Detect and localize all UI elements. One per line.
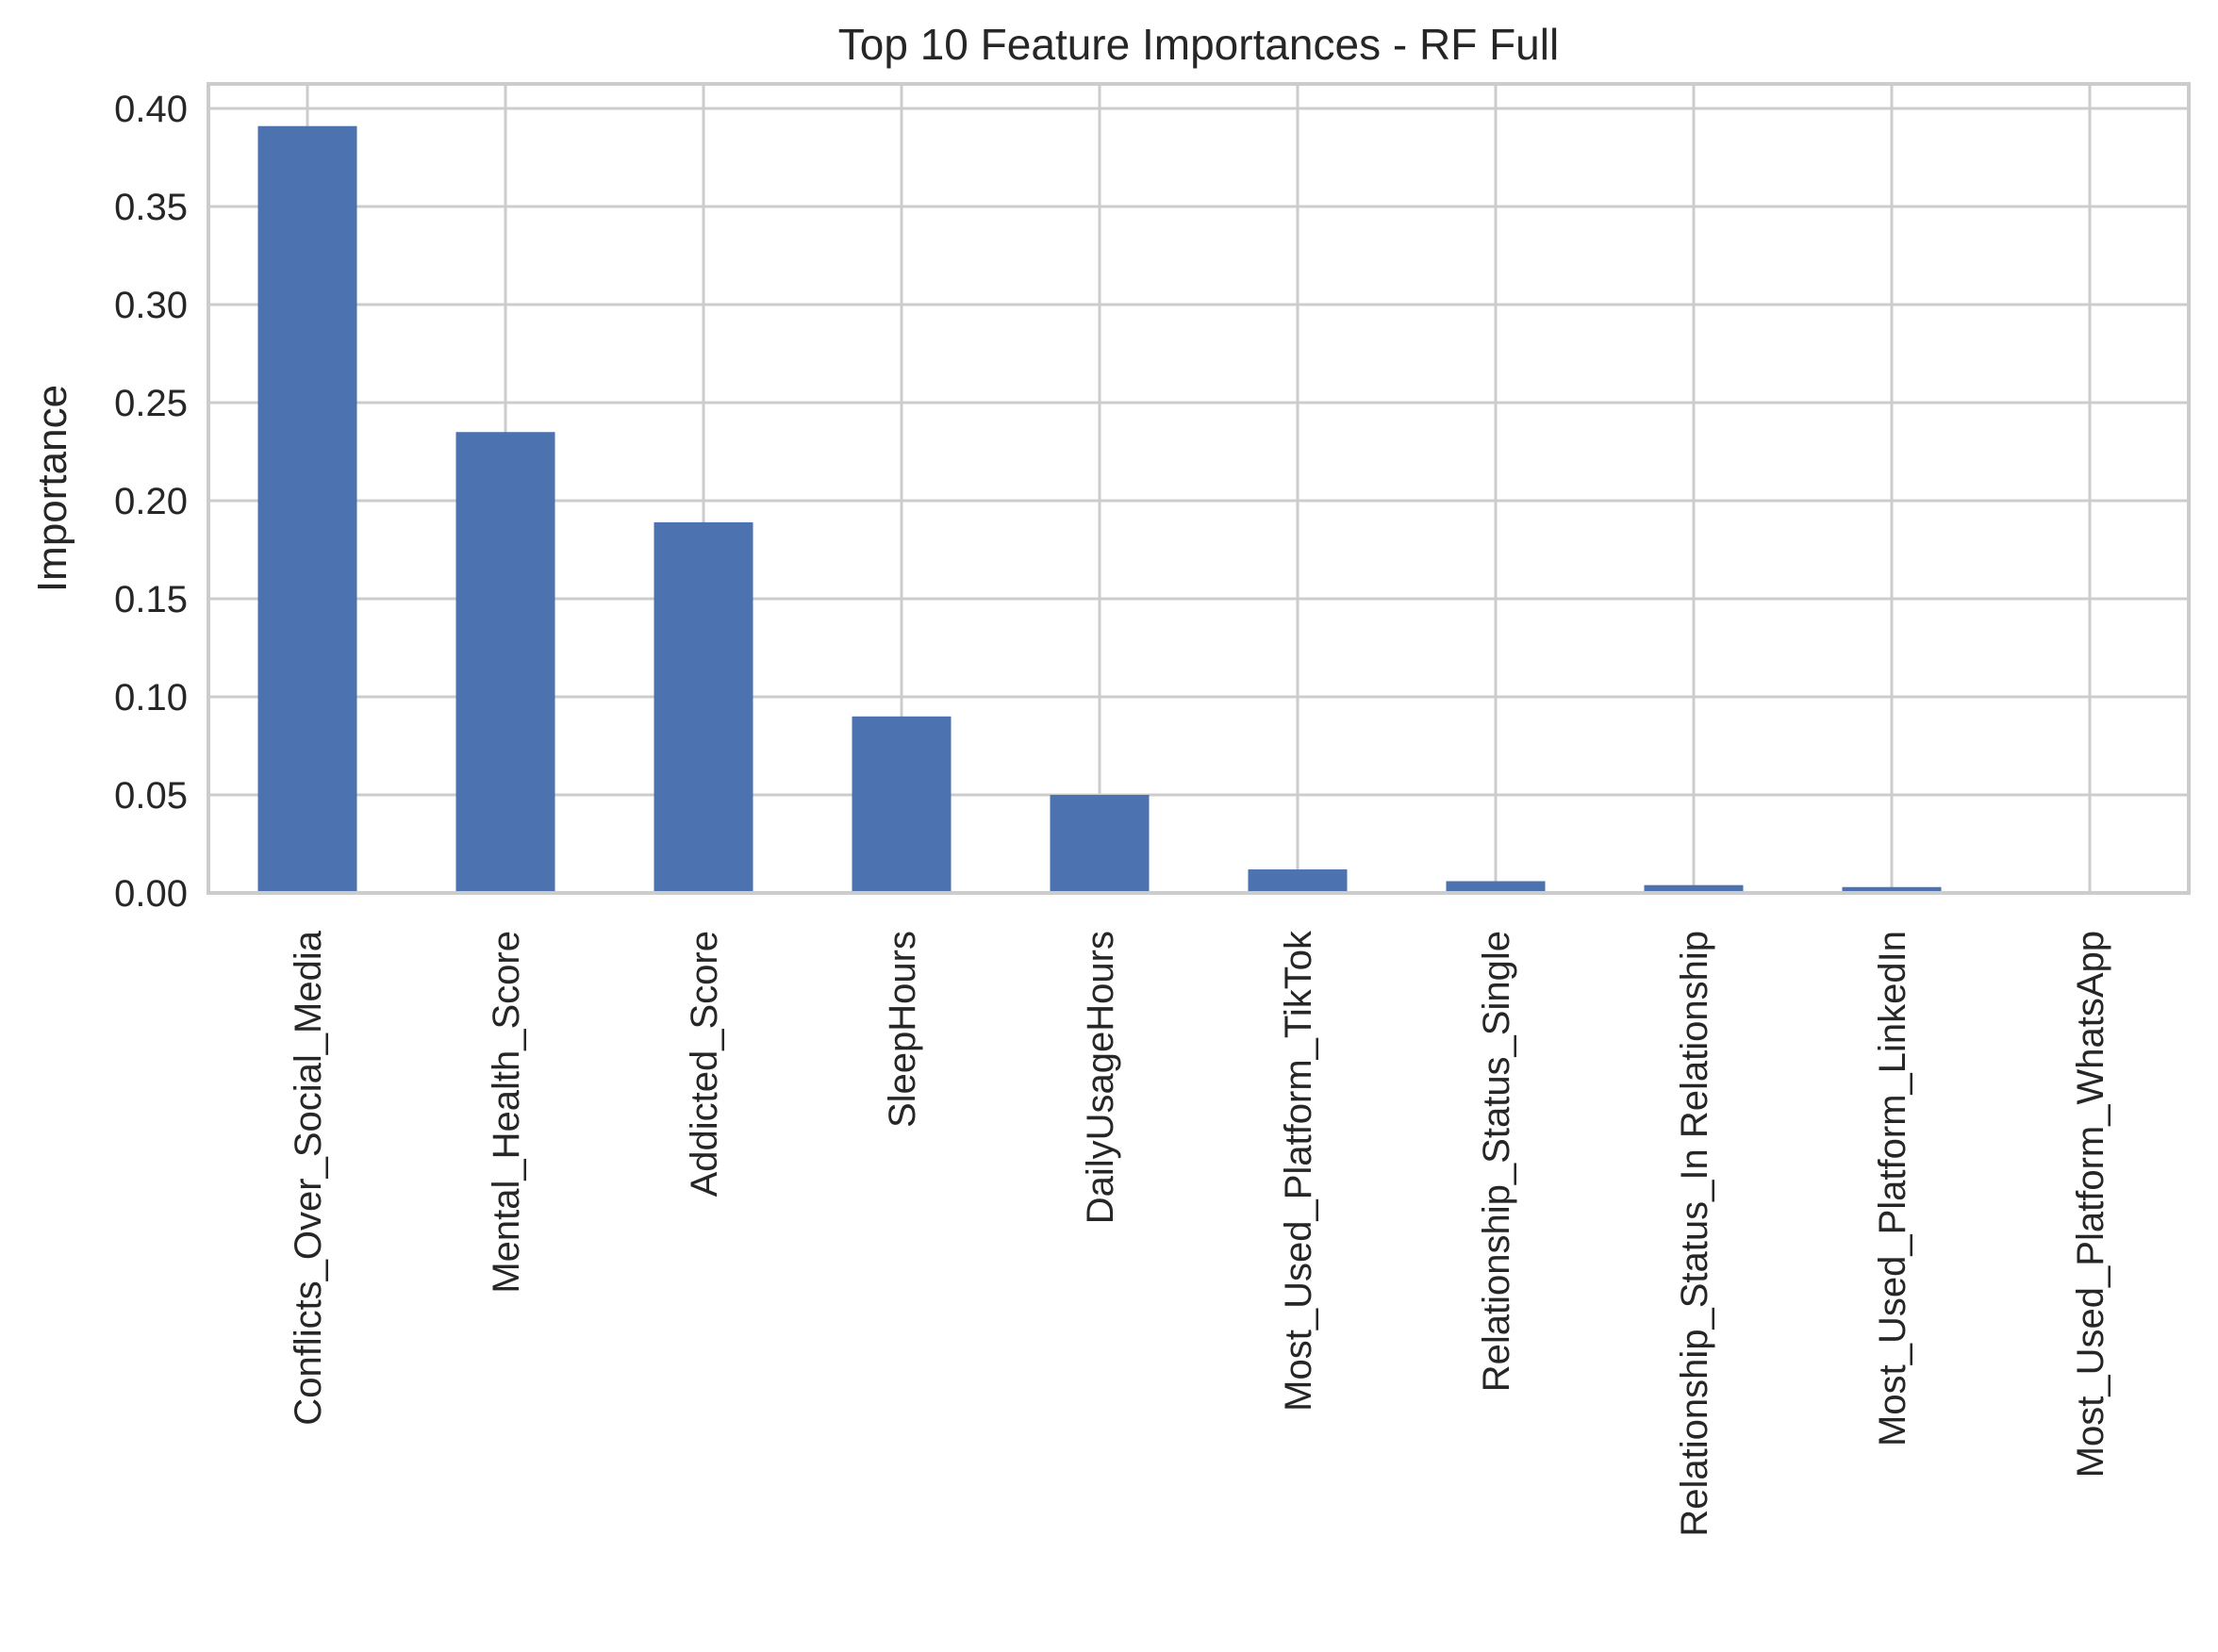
bar-relationship-status-single <box>1446 881 1546 893</box>
bar-mental-health-score <box>455 432 555 893</box>
y-tick-label: 0.40 <box>114 89 188 130</box>
bar-dailyusagehours <box>1050 795 1150 893</box>
grid-layer <box>208 84 2189 895</box>
plot-frame <box>207 82 2191 895</box>
y-tick-label: 0.00 <box>114 873 188 915</box>
y-tick-label: 0.10 <box>114 677 188 719</box>
y-tick-label: 0.20 <box>114 481 188 522</box>
bar-addicted-score <box>654 521 753 893</box>
bar-most-used-platform-tiktok <box>1248 869 1348 893</box>
y-tick-label: 0.15 <box>114 579 188 620</box>
x-tick-label: Conflicts_Over_Social_Media <box>288 930 329 1425</box>
x-tick-labels: Conflicts_Over_Social_Media Mental_Health… <box>288 930 2111 1537</box>
y-tick-label: 0.35 <box>114 187 188 228</box>
x-tick-label: Mental_Health_Score <box>486 931 527 1294</box>
bar-sleephours <box>852 716 952 893</box>
bar-conflicts-over-social-media <box>257 125 357 894</box>
y-axis-label: Importance <box>29 385 75 592</box>
bar-most-used-platform-linkedin <box>1842 886 1942 893</box>
x-tick-label: Most_Used_Platform_LinkedIn <box>1872 931 1913 1446</box>
x-tick-label: Addicted_Score <box>684 931 725 1197</box>
x-tick-label: Relationship_Status_Single <box>1476 931 1517 1392</box>
y-tick-label: 0.25 <box>114 383 188 424</box>
y-tick-labels: 0.00 0.05 0.10 0.15 0.20 0.25 0.30 0.35 0.40 <box>114 89 188 915</box>
bar-layer <box>257 125 1942 894</box>
y-tick-label: 0.05 <box>114 775 188 817</box>
x-tick-label: Relationship_Status_In Relationship <box>1674 931 1715 1537</box>
chart-title: Top 10 Feature Importances - RF Full <box>838 20 1559 69</box>
x-tick-label: SleepHours <box>882 931 923 1128</box>
x-tick-label: Most_Used_Platform_WhatsApp <box>2070 931 2111 1478</box>
x-tick-label: DailyUsageHours <box>1080 931 1121 1224</box>
bar-relationship-status-in-relationship <box>1644 884 1744 893</box>
x-tick-label: Most_Used_Platform_TikTok <box>1278 930 1319 1412</box>
y-tick-label: 0.30 <box>114 285 188 326</box>
